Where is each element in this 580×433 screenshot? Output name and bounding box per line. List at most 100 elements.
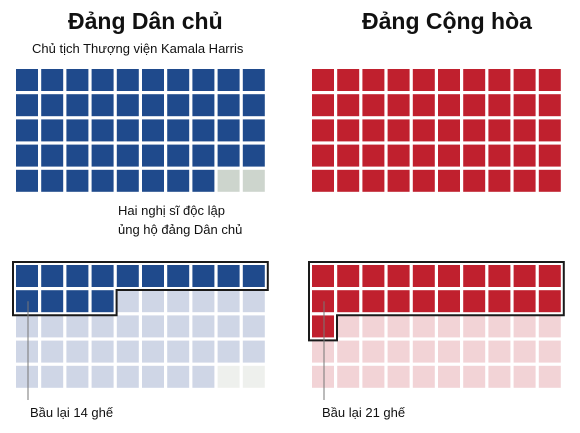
democrat-seat-square (41, 94, 64, 117)
democrat-safe-seat-square (167, 290, 190, 313)
republican-seat-square (412, 94, 435, 117)
democrat-safe-seat-square (167, 315, 190, 338)
independents-note-line-1: Hai nghị sĩ độc lập (118, 203, 225, 218)
democrat-safe-seat-square (242, 315, 265, 338)
republican-seat-square (337, 69, 360, 91)
republican-seat-square (488, 119, 511, 142)
democrat-election-seat-square (116, 265, 139, 287)
democrat-seat-square (167, 169, 190, 192)
republican-safe-seat-square (412, 365, 435, 388)
republican-seat-square (362, 144, 385, 167)
democrat-seat-square (16, 119, 38, 142)
republican-election-seat-square (463, 290, 486, 313)
republican-seat-square (387, 144, 410, 167)
democrat-safe-seat-square (66, 340, 89, 363)
republican-seat-square (387, 69, 410, 91)
democrat-safe-seat-square (91, 365, 114, 388)
republican-election-seat-square (463, 265, 486, 287)
republican-safe-seat-square (362, 365, 385, 388)
republican-election-seat-square (387, 265, 410, 287)
republican-seat-square (513, 169, 536, 192)
democrat-seat-square (91, 169, 114, 192)
republican-safe-seat-square (538, 315, 561, 338)
republican-title: Đảng Cộng hòa (362, 8, 532, 34)
republican-seat-square (362, 94, 385, 117)
republican-seat-square (538, 94, 561, 117)
republican-seat-square (312, 69, 334, 91)
republican-safe-seat-square (463, 340, 486, 363)
republican-seat-square (488, 94, 511, 117)
democrat-seat-square (242, 144, 265, 167)
democrat-safe-seat-square (116, 290, 139, 313)
democrat-seat-square (192, 119, 215, 142)
republican-election-seat-square (312, 290, 334, 313)
democrat-safe-seat-square (242, 290, 265, 313)
republican-safe-seat-square (387, 365, 410, 388)
republican-safe-seat-square (412, 340, 435, 363)
republican-seat-square (387, 119, 410, 142)
republican-safe-seat-square (337, 340, 360, 363)
democrat-seat-square (91, 94, 114, 117)
republican-election-seat-square (312, 315, 334, 338)
republican-safe-seat-square (438, 340, 460, 363)
democrat-election-outline (12, 261, 269, 317)
democrat-safe-seat-square (167, 340, 190, 363)
democrat-safe-seat-square (116, 365, 139, 388)
republican-seat-square (488, 69, 511, 91)
republican-safe-seat-square (438, 315, 460, 338)
republican-seat-square (438, 69, 460, 91)
republican-safe-seat-square (538, 365, 561, 388)
democrat-election-seat-square (242, 265, 265, 287)
democrat-seat-square (66, 94, 89, 117)
democrat-safe-seat-square (242, 340, 265, 363)
republican-election-seat-square (412, 265, 435, 287)
vice-president-label: Chủ tịch Thượng viện Kamala Harris (32, 41, 244, 56)
democrat-seat-square (116, 169, 139, 192)
republican-seat-square (337, 169, 360, 192)
republican-seat-square (412, 144, 435, 167)
democrat-election-seat-square (91, 265, 114, 287)
democrat-election-seat-square (16, 265, 38, 287)
republican-seat-square (438, 144, 460, 167)
democrat-safe-seat-square (142, 340, 164, 363)
republican-safe-seat-square (312, 340, 334, 363)
republican-seat-square (387, 169, 410, 192)
republican-safe-seat-square (438, 365, 460, 388)
democrat-seat-square (91, 119, 114, 142)
democrat-safe-seat-square (142, 290, 164, 313)
republican-safe-seat-square (538, 340, 561, 363)
democrat-seat-square (192, 169, 215, 192)
democrat-seat-square (217, 119, 240, 142)
republican-election-seat-square (538, 265, 561, 287)
democrat-election-seat-square (66, 290, 89, 313)
democrat-title: Đảng Dân chủ (68, 8, 223, 34)
republican-safe-seat-square (412, 315, 435, 338)
republican-seat-square (438, 169, 460, 192)
democrat-safe-seat-square (192, 340, 215, 363)
republican-seat-square (463, 144, 486, 167)
republican-safe-seat-square (362, 315, 385, 338)
republican-safe-seat-square (387, 315, 410, 338)
democrat-election-seat-square (192, 265, 215, 287)
republican-seat-square (362, 69, 385, 91)
republican-seat-square (438, 119, 460, 142)
democrat-safe-seat-square (91, 315, 114, 338)
republican-seat-square (488, 144, 511, 167)
democrat-safe-seat-square (142, 315, 164, 338)
democrat-seat-square (192, 94, 215, 117)
democrat-seat-square (16, 94, 38, 117)
republican-seat-square (513, 69, 536, 91)
democrat-seat-square (142, 94, 164, 117)
republican-safe-seat-square (337, 315, 360, 338)
democrat-seat-square (242, 119, 265, 142)
republican-safe-seat-square (488, 315, 511, 338)
republican-safe-seat-square (488, 340, 511, 363)
republican-safe-seat-square (463, 315, 486, 338)
democrat-seat-square (242, 169, 265, 192)
republican-seat-square (387, 94, 410, 117)
democrat-seat-square (16, 169, 38, 192)
democrat-seat-square (66, 119, 89, 142)
republican-seat-square (538, 69, 561, 91)
democrat-seat-square (41, 144, 64, 167)
democrat-seat-square (66, 69, 89, 91)
